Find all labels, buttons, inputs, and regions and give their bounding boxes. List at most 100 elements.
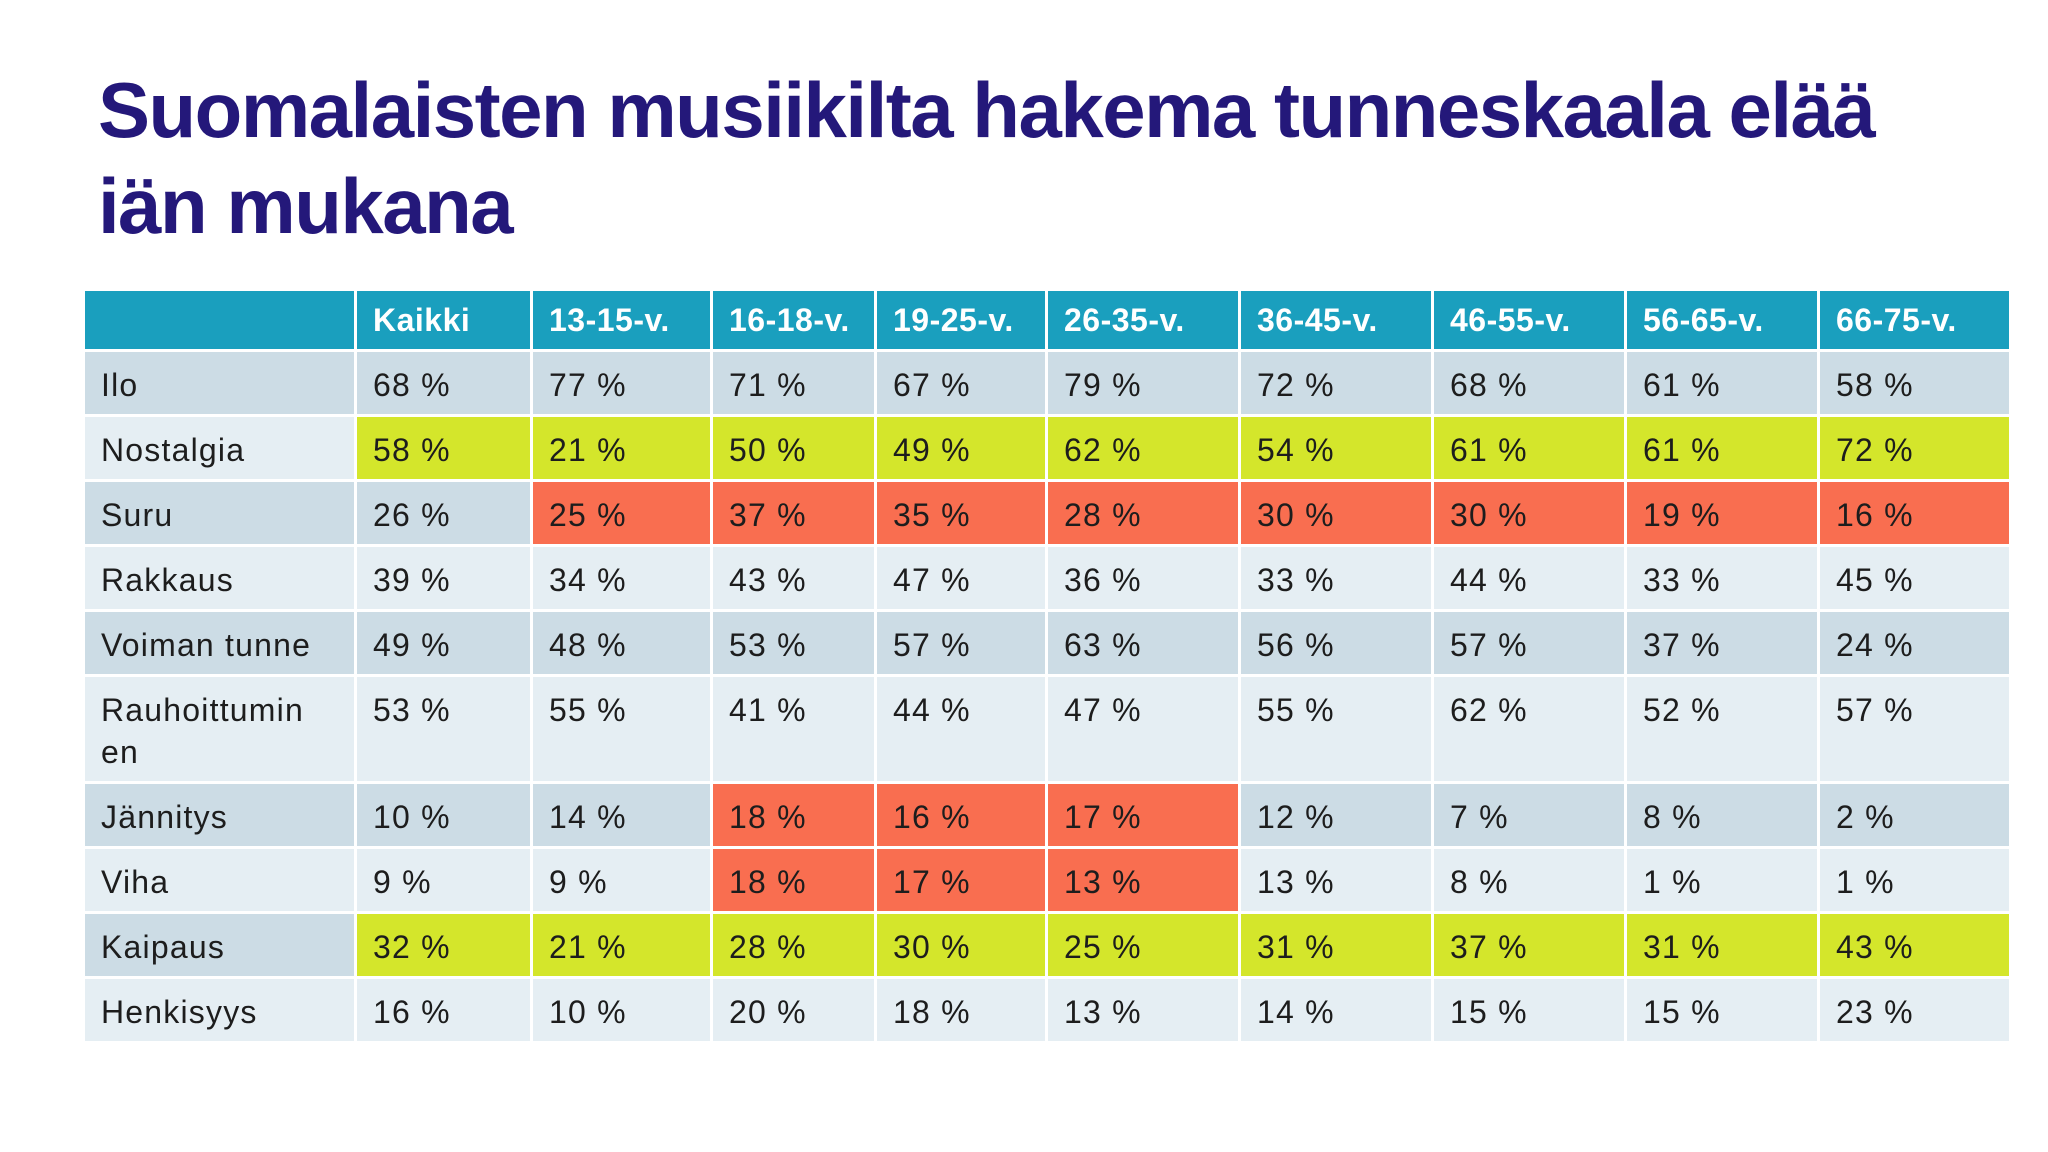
- cell: 55 %: [530, 674, 713, 784]
- cell: 15 %: [1624, 976, 1820, 1044]
- cell: 8 %: [1431, 846, 1627, 914]
- cell: 26 %: [354, 479, 533, 547]
- row-label: Rauhoittuminen: [82, 674, 357, 784]
- table-row: Rakkaus 39 % 34 % 43 % 47 % 36 % 33 % 44 % 33 % 4…: [82, 544, 2012, 612]
- row-label: Voiman tunne: [82, 609, 357, 677]
- cell: 55 %: [1238, 674, 1434, 784]
- cell: 14 %: [1238, 976, 1434, 1044]
- cell: 63 %: [1045, 609, 1241, 677]
- cell: 37 %: [1624, 609, 1820, 677]
- cell: 28 %: [710, 911, 877, 979]
- cell: 17 %: [1045, 781, 1241, 849]
- cell: 67 %: [874, 349, 1048, 417]
- table-row: Suru 26 % 25 % 37 % 35 % 28 % 30 % 30 % 19 % 16 %: [82, 479, 2012, 547]
- cell: 18 %: [710, 781, 877, 849]
- cell: 13 %: [1045, 976, 1241, 1044]
- cell: 13 %: [1045, 846, 1241, 914]
- cell: 50 %: [710, 414, 877, 482]
- row-label: Jännitys: [82, 781, 357, 849]
- row-label: Rakkaus: [82, 544, 357, 612]
- cell: 10 %: [530, 976, 713, 1044]
- cell: 19 %: [1624, 479, 1820, 547]
- cell: 43 %: [1817, 911, 2012, 979]
- table-row: Henkisyys 16 % 10 % 20 % 18 % 13 % 14 % 15 % 15 …: [82, 976, 2012, 1044]
- cell: 52 %: [1624, 674, 1820, 784]
- cell: 31 %: [1624, 911, 1820, 979]
- title: Suomalaisten musiikilta hakema tunneskaa…: [98, 66, 1876, 250]
- column-header: 46-55-v.: [1431, 288, 1627, 352]
- cell: 45 %: [1817, 544, 2012, 612]
- cell: 37 %: [710, 479, 877, 547]
- cell: 49 %: [874, 414, 1048, 482]
- header-corner: [82, 288, 357, 352]
- cell: 30 %: [874, 911, 1048, 979]
- cell: 25 %: [1045, 911, 1241, 979]
- cell: 33 %: [1624, 544, 1820, 612]
- row-label: Ilo: [82, 349, 357, 417]
- table: Kaikki 13-15-v. 16-18-v. 19-25-v. 26-35-v. 36…: [82, 288, 2012, 1044]
- cell: 57 %: [1431, 609, 1627, 677]
- column-header: 16-18-v.: [710, 288, 877, 352]
- cell: 37 %: [1431, 911, 1627, 979]
- table-head: Kaikki 13-15-v. 16-18-v. 19-25-v. 26-35-v. 36…: [82, 288, 2012, 352]
- cell: 18 %: [710, 846, 877, 914]
- row-label: Nostalgia: [82, 414, 357, 482]
- table-row: Kaipaus 32 % 21 % 28 % 30 % 25 % 31 % 37 % 31 % 4…: [82, 911, 2012, 979]
- cell: 77 %: [530, 349, 713, 417]
- cell: 1 %: [1624, 846, 1820, 914]
- cell: 14 %: [530, 781, 713, 849]
- cell: 12 %: [1238, 781, 1434, 849]
- cell: 47 %: [1045, 674, 1241, 784]
- cell: 33 %: [1238, 544, 1434, 612]
- cell: 44 %: [1431, 544, 1627, 612]
- cell: 25 %: [530, 479, 713, 547]
- cell: 61 %: [1431, 414, 1627, 482]
- column-header: 26-35-v.: [1045, 288, 1241, 352]
- cell: 21 %: [530, 911, 713, 979]
- row-label: Henkisyys: [82, 976, 357, 1044]
- table-row: Jännitys 10 % 14 % 18 % 16 % 17 % 12 % 7 % 8 % 2 …: [82, 781, 2012, 849]
- cell: 44 %: [874, 674, 1048, 784]
- cell: 30 %: [1238, 479, 1434, 547]
- cell: 9 %: [530, 846, 713, 914]
- cell: 32 %: [354, 911, 533, 979]
- cell: 61 %: [1624, 349, 1820, 417]
- cell: 31 %: [1238, 911, 1434, 979]
- cell: 16 %: [1817, 479, 2012, 547]
- cell: 36 %: [1045, 544, 1241, 612]
- row-label: Kaipaus: [82, 911, 357, 979]
- cell: 61 %: [1624, 414, 1820, 482]
- cell: 54 %: [1238, 414, 1434, 482]
- cell: 72 %: [1238, 349, 1434, 417]
- cell: 49 %: [354, 609, 533, 677]
- cell: 58 %: [1817, 349, 2012, 417]
- cell: 71 %: [710, 349, 877, 417]
- cell: 8 %: [1624, 781, 1820, 849]
- cell: 15 %: [1431, 976, 1627, 1044]
- cell: 68 %: [1431, 349, 1627, 417]
- cell: 16 %: [874, 781, 1048, 849]
- table-row: Ilo 68 % 77 % 71 % 67 % 79 % 72 % 68 % 61 % 58 %: [82, 349, 2012, 417]
- cell: 1 %: [1817, 846, 2012, 914]
- table-row: Viha 9 % 9 % 18 % 17 % 13 % 13 % 8 % 1 % 1 %: [82, 846, 2012, 914]
- cell: 2 %: [1817, 781, 2012, 849]
- cell: 21 %: [530, 414, 713, 482]
- cell: 30 %: [1431, 479, 1627, 547]
- cell: 28 %: [1045, 479, 1241, 547]
- cell: 43 %: [710, 544, 877, 612]
- column-header: 19-25-v.: [874, 288, 1048, 352]
- cell: 13 %: [1238, 846, 1434, 914]
- cell: 9 %: [354, 846, 533, 914]
- cell: 79 %: [1045, 349, 1241, 417]
- column-header: 13-15-v.: [530, 288, 713, 352]
- table-row: Voiman tunne 49 % 48 % 53 % 57 % 63 % 56 % 57 %…: [82, 609, 2012, 677]
- cell: 62 %: [1045, 414, 1241, 482]
- cell: 72 %: [1817, 414, 2012, 482]
- cell: 57 %: [874, 609, 1048, 677]
- cell: 39 %: [354, 544, 533, 612]
- column-header: 56-65-v.: [1624, 288, 1820, 352]
- header-row: Kaikki 13-15-v. 16-18-v. 19-25-v. 26-35-v. 36…: [82, 288, 2012, 352]
- cell: 23 %: [1817, 976, 2012, 1044]
- table-body: Ilo 68 % 77 % 71 % 67 % 79 % 72 % 68 % 61 % 58 % N…: [82, 349, 2012, 1044]
